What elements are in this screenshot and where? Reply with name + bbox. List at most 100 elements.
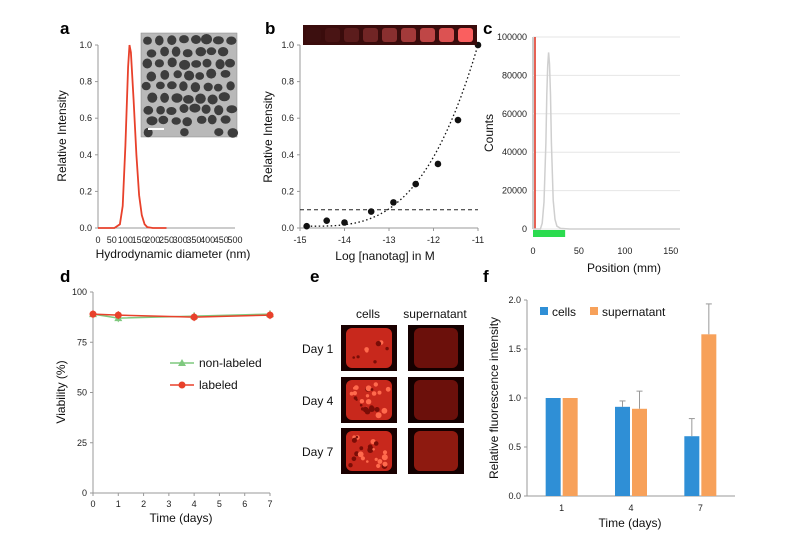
panel-c-y-tick: 0 [522,224,527,234]
tem-particle [207,94,218,105]
panel-e-cell-speckle [352,391,357,396]
panel-e-cell-speckle [385,386,391,392]
panel-b-well [363,28,378,42]
legend-swatch-cells [540,307,548,315]
panel-c-counts-curve [533,52,680,230]
tem-particle [184,70,195,81]
panel-e-cell-speckle [353,386,356,390]
panel-c-y-tick: 20000 [502,186,527,196]
panel-e-cell-speckle [373,441,379,446]
panel-a-x-tick: 100 [118,235,133,245]
tem-particle [189,103,201,113]
panel-a-x-tick: 200 [145,235,160,245]
panel-label-e: e [310,267,319,286]
tem-particle [214,128,224,137]
tem-particle [179,81,188,92]
panel-e-cell-speckle [359,403,363,407]
tem-particle [156,105,165,115]
tem-particle [195,72,205,80]
tem-particle [142,58,153,69]
panel-b-data-point [323,217,331,224]
tem-particle [146,49,157,58]
panel-b-x-tick: -15 [293,235,306,245]
panel-e-cell-speckle [375,340,382,347]
panel-e-cell-speckle [353,437,357,441]
tem-particle [171,93,183,103]
tem-particle [227,128,239,138]
panel-d-marker-labeled [89,310,97,318]
panel-e-cell-speckle [364,408,371,415]
panel-a-x-tick: 500 [227,235,242,245]
tem-particle [195,93,206,104]
panel-e-cell-speckle [359,446,364,451]
panel-a-y-tick: 0.4 [79,150,92,160]
panel-e-cell-speckle [366,460,369,463]
panel-e-cell-speckle [348,463,353,468]
panel-c-x-tick: 100 [617,246,632,256]
panel-e-cell-speckle [355,398,358,401]
legend-label-cells: cells [552,305,576,319]
panel-e-cell-speckle [382,450,388,455]
panel-a-xlabel: Hydrodynamic diameter (nm) [96,247,251,261]
tem-particle [179,59,191,70]
tem-particle [143,105,154,115]
tem-particle [182,49,193,58]
panel-b-x-tick: -13 [382,235,395,245]
tem-particle [226,105,238,114]
panel-b-y-tick: 0.0 [281,223,294,233]
panel-f-bar-cells [684,436,700,496]
panel-e-supernatant-well [414,431,458,471]
panel-e-cell-speckle [365,385,372,392]
panel-f-xlabel: Time (days) [599,516,662,530]
panel-d-x-tick: 2 [141,499,146,509]
tem-particle [220,70,231,78]
tem-particle [220,115,231,124]
panel-c-y-tick: 80000 [502,70,527,80]
tem-particle [226,36,237,45]
tem-particle [167,81,177,90]
panel-a-tem-inset-image [140,32,239,138]
panel-a-x-tick: 450 [214,235,229,245]
panel-d-x-tick: 0 [90,499,95,509]
panel-f-bar-cells [615,406,630,496]
panel-e-cell-speckle [357,451,364,458]
legend-label-supernatant: supernatant [602,305,666,319]
panel-c-x-tick: 150 [663,246,678,256]
panel-b-y-tick: 0.2 [281,186,294,196]
panel-label-f: f [483,267,489,286]
panel-e-cell-speckle [377,459,383,464]
panel-c-xlabel: Position (mm) [587,261,661,275]
panel-c-chart: 0 50 100 150 0 20000 40000 60000 80000 100000 Pos… [482,32,680,275]
panel-e-cell-speckle [360,456,365,461]
tem-particle [171,46,181,57]
panel-e-fluorescence-images: cells supernatant Day 1 Day 4 Day 7 [302,307,467,474]
panel-a-x-tick: 0 [95,235,100,245]
panel-a-y-tick: 0.6 [79,113,92,123]
panel-d-xlabel: Time (days) [150,511,213,525]
panel-a-ylabel: Relative Intensity [55,90,69,181]
tem-particle [225,58,235,68]
panel-d-x-tick: 6 [242,499,247,509]
tem-particle [147,92,158,103]
panel-a-x-tick: 350 [186,235,201,245]
panel-e-cell-speckle [382,461,388,467]
panel-b-data-point [367,208,375,215]
panel-f-x-tick: 7 [698,503,703,513]
panel-b-y-tick: 1.0 [281,40,294,50]
tem-particle [167,35,177,46]
tem-particle [202,58,212,68]
tem-particle [183,95,194,104]
tem-particle [143,127,153,138]
panel-d-legend: non-labeled labeled [170,356,262,392]
panel-e-cells-well [346,328,392,368]
panel-b-xlabel: Log [nanotag] in M [335,249,434,263]
panel-d-y-tick: 100 [72,287,87,297]
tem-particle [180,128,189,137]
panel-d-marker-labeled [266,311,274,319]
panel-a-y-tick: 0.0 [79,223,92,233]
panel-b-well [439,28,454,42]
panel-f-y-tick: 2.0 [508,295,521,305]
tem-particle [171,117,181,125]
panel-e-cell-speckle [351,456,357,462]
